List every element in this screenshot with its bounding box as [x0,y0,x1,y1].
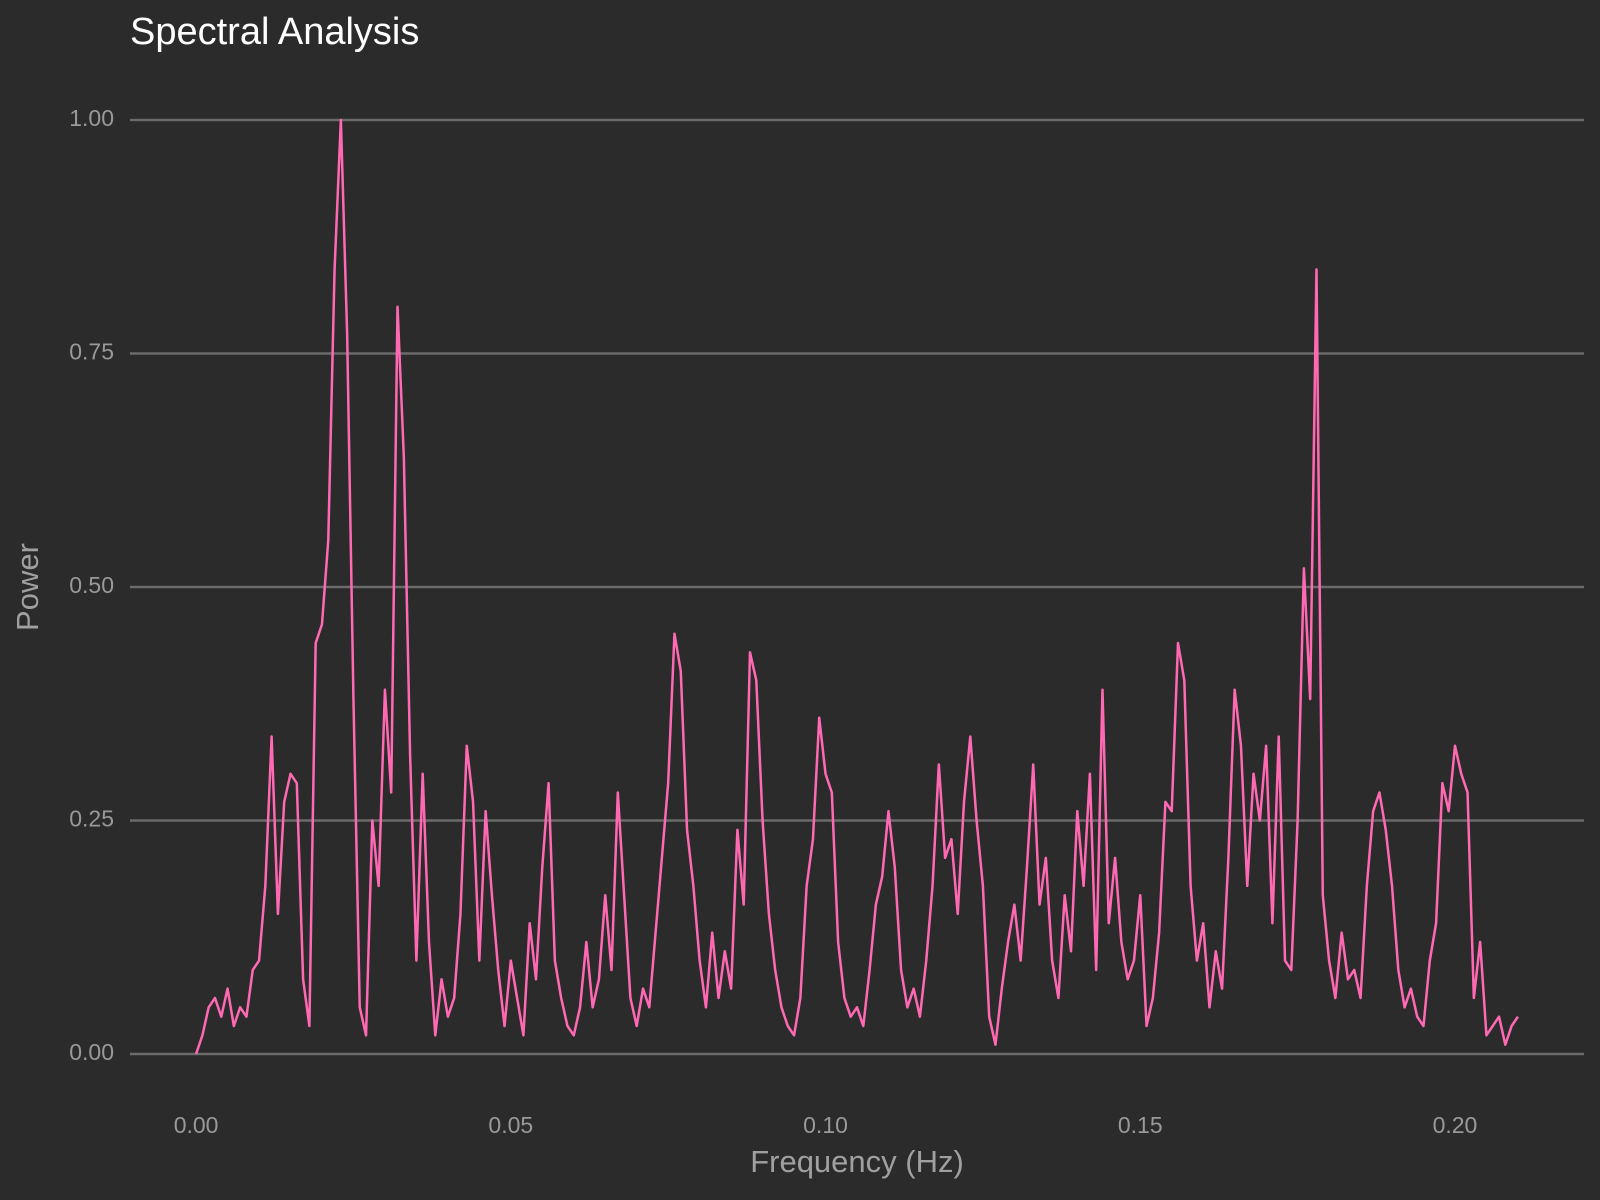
y-tick-label: 0.75 [69,339,114,365]
x-tick-label: 0.00 [174,1112,219,1138]
chart-title: Spectral Analysis [130,11,419,53]
x-tick-label: 0.15 [1118,1112,1163,1138]
x-tick-label: 0.20 [1433,1112,1478,1138]
y-tick-label: 0.00 [69,1039,114,1065]
x-axis-label: Frequency (Hz) [750,1144,964,1179]
y-tick-label: 0.25 [69,806,114,832]
y-axis-label: Power [10,543,45,631]
spectrum-line [194,118,1519,1055]
y-tick-label: 0.50 [69,572,114,598]
y-tick-label: 1.00 [69,105,114,131]
x-tick-label: 0.10 [803,1112,848,1138]
x-tick-label: 0.05 [488,1112,533,1138]
